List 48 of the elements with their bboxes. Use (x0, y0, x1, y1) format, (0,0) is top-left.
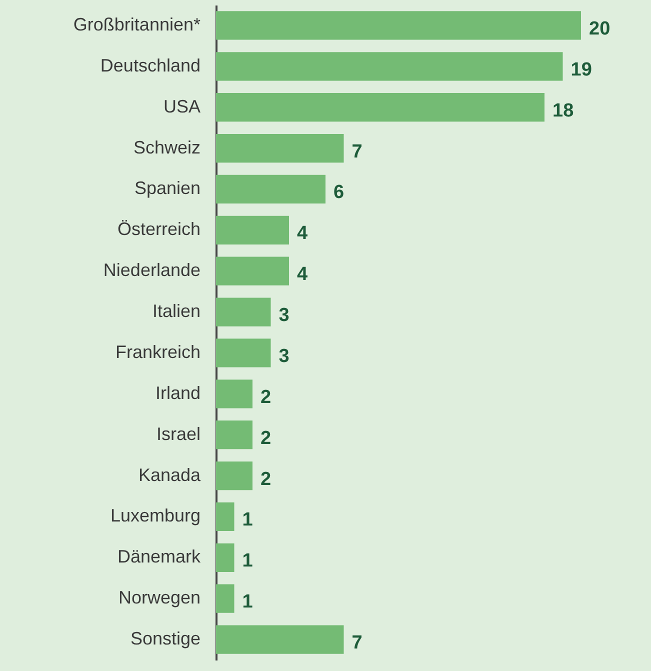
data-label: 3 (278, 305, 290, 326)
y-tick-label: Sonstige (130, 628, 200, 649)
data-label: 4 (297, 264, 308, 286)
bar (216, 502, 234, 532)
data-label: 1 (242, 550, 254, 572)
y-tick-label: Großbritannien* (73, 14, 200, 34)
data-label: 20 (589, 18, 610, 40)
bar (216, 338, 271, 368)
bar (216, 52, 563, 81)
data-label: 3 (278, 346, 290, 367)
data-label: 2 (260, 468, 272, 490)
data-label: 6 (334, 182, 344, 204)
y-tick-label: Österreich (117, 219, 200, 240)
data-label: 4 (297, 223, 308, 244)
y-tick-label: Italien (152, 301, 200, 322)
y-tick-label: Niederlande (103, 260, 200, 280)
bar (216, 625, 344, 654)
bar (216, 134, 344, 163)
bar (216, 93, 544, 122)
y-tick-label: Deutschland (100, 55, 200, 76)
data-label: 18 (552, 100, 574, 122)
bar (216, 11, 581, 40)
bar (216, 298, 271, 326)
data-label: 7 (352, 141, 362, 162)
bar (216, 584, 234, 613)
y-tick-label: Irland (155, 382, 200, 403)
y-tick-label: Luxemburg (110, 506, 200, 526)
y-tick-label: Dänemark (117, 546, 202, 567)
bar (216, 461, 252, 490)
y-tick-label: Schweiz (133, 137, 200, 158)
y-tick-label: Israel (156, 424, 200, 444)
data-label: 2 (260, 428, 272, 449)
data-label: 2 (260, 386, 272, 408)
data-label: 1 (242, 592, 254, 613)
bar (216, 174, 326, 204)
y-tick-label: USA (163, 96, 200, 116)
y-tick-label: Frankreich (115, 342, 200, 362)
bar (216, 216, 289, 244)
data-label: 19 (570, 59, 592, 80)
bar (216, 380, 252, 408)
y-tick-label: Spanien (134, 178, 200, 198)
bar (216, 420, 252, 450)
data-label: 1 (242, 510, 254, 531)
y-tick-label: Kanada (138, 464, 202, 485)
bar (216, 543, 234, 572)
bar (216, 256, 289, 286)
y-tick-label: Norwegen (118, 588, 200, 608)
data-label: 7 (352, 632, 362, 654)
